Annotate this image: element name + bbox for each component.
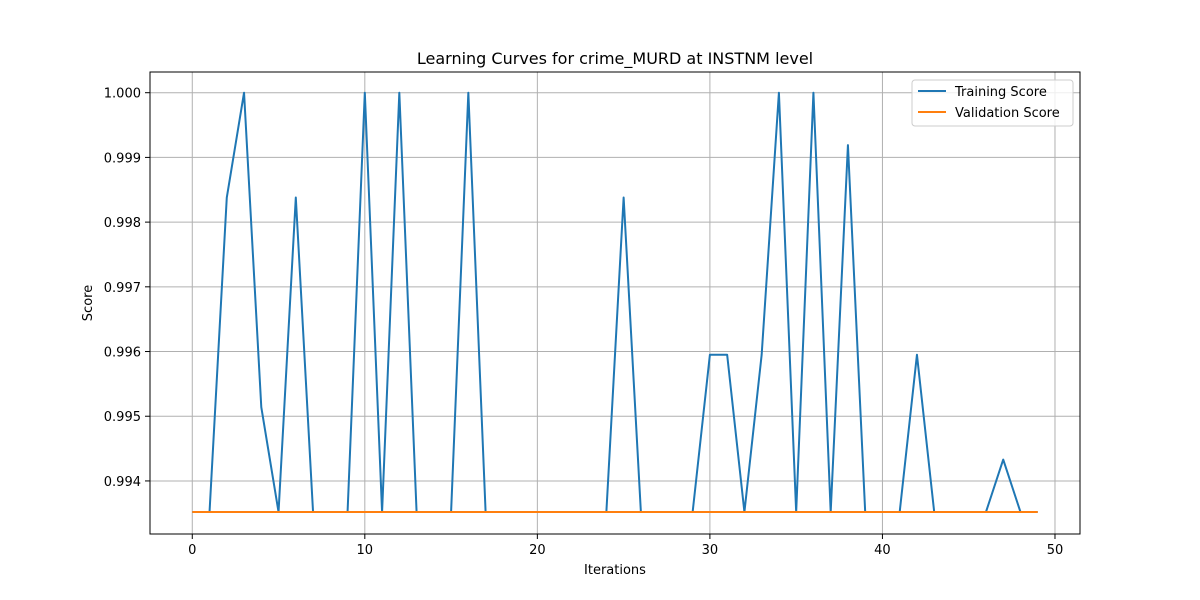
x-tick-label: 10: [357, 543, 374, 558]
y-tick-label: 0.995: [104, 410, 141, 425]
series-layer: [192, 91, 1038, 513]
axes-frame: [149, 71, 1081, 535]
x-tick-label: 50: [1047, 543, 1064, 558]
y-tick-label: 1.000: [104, 87, 141, 102]
x-tick-label: 40: [874, 543, 891, 558]
y-tick-label: 0.999: [104, 151, 141, 166]
y-tick-label: 0.994: [104, 475, 141, 490]
y-tick-label: 0.996: [104, 346, 141, 361]
legend-label-validation-score: Validation Score: [955, 106, 1060, 121]
x-tick-label: 30: [702, 543, 719, 558]
y-tick-label: 0.998: [104, 216, 141, 231]
x-tick-label: 20: [529, 543, 546, 558]
x-axis-title: Iterations: [584, 563, 646, 578]
y-axis-title: Score: [81, 285, 96, 321]
chart-title: Learning Curves for crime_MURD at INSTNM…: [417, 49, 813, 69]
y-tick-label: 0.997: [104, 281, 141, 296]
x-tick-label: 0: [188, 543, 196, 558]
legend-label-training-score: Training Score: [954, 85, 1047, 100]
legend: Training Score Validation Score: [911, 79, 1074, 127]
axis-ticks: 0 10 20 30 40 50 0.994 0.995 0.996 0.997 0.998 0.99…: [104, 87, 1063, 558]
legend-box: [911, 79, 1074, 127]
